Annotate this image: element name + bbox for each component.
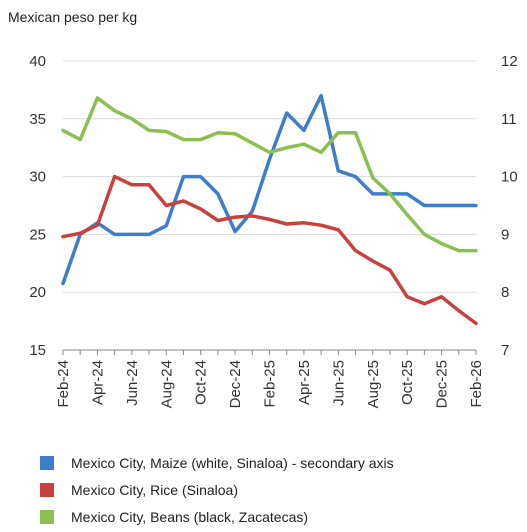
left-tick-label: 35 [29,111,46,128]
x-tick-label: Aug-25 [365,360,382,408]
x-tick-label: Oct-24 [193,360,210,405]
legend: Mexico City, Maize (white, Sinaloa) - se… [40,451,394,532]
x-tick-label: Dec-25 [434,360,451,408]
legend-label: Mexico City, Rice (Sinaloa) [71,481,239,498]
right-tick-label: 10 [501,169,518,186]
series-layer [61,93,478,326]
right-tick-label: 7 [501,342,509,359]
x-tick-label: Dec-24 [227,360,244,408]
series-line [61,96,478,253]
right-tick-label: 12 [501,53,518,70]
right-axis-ticks: 7 8 9 10 11 12 [501,53,518,359]
x-tick-label: Oct-25 [399,360,416,405]
right-tick-label: 9 [501,226,509,243]
x-tick-label: Apr-24 [89,360,106,405]
left-tick-label: 15 [29,342,46,359]
chart-title: Mexican peso per kg [8,9,137,25]
legend-label: Mexico City, Maize (white, Sinaloa) - se… [71,454,394,471]
legend-label: Mexico City, Beans (black, Zacatecas) [71,508,309,525]
x-tick-label: Aug-24 [158,360,175,408]
x-tick-label: Jun-25 [330,360,347,406]
right-tick-label: 11 [501,111,517,128]
legend-item: Mexico City, Beans (black, Zacatecas) [40,505,394,528]
left-tick-label: 20 [29,284,46,301]
x-tick-label: Feb-25 [262,360,279,408]
right-tick-label: 8 [501,284,509,301]
gridlines [63,60,476,351]
legend-item: Mexico City, Rice (Sinaloa) [40,478,394,501]
legend-swatch [40,509,54,524]
left-tick-label: 30 [29,169,46,186]
x-tick-label: Feb-24 [55,360,72,408]
x-tick-label: Apr-25 [296,360,313,405]
legend-swatch [40,482,54,497]
x-axis: Feb-24 Apr-24 Jun-24 Aug-24 Oct-24 Dec-24 Feb-… [55,350,485,408]
legend-item: Mexico City, Maize (white, Sinaloa) - se… [40,451,394,474]
series-line [61,174,478,326]
x-tick-label: Feb-26 [468,360,485,408]
x-tick-label: Jun-24 [124,360,141,406]
left-axis-ticks: 15 20 25 30 35 40 [29,53,46,359]
left-tick-label: 40 [29,53,46,70]
series-line [61,93,478,286]
chart: Mexican peso per kg 15 20 25 30 35 40 7 8 9 10 11… [8,9,518,408]
legend-swatch [40,455,54,470]
left-tick-label: 25 [29,226,46,243]
